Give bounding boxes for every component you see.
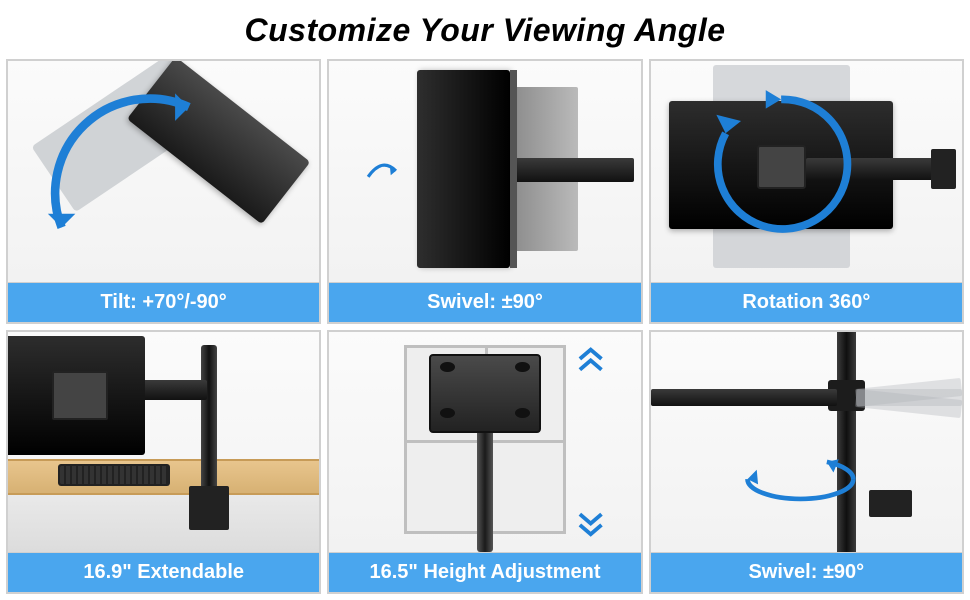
cell-tilt: Tilt: +70°/-90° [6, 59, 321, 324]
chevron-down-icon [572, 508, 609, 539]
caption-tilt: Tilt: +70°/-90° [8, 282, 319, 322]
height-illustration [329, 332, 640, 553]
swivel-bottom-illustration [651, 332, 962, 553]
extend-clamp [189, 486, 229, 530]
tilt-illustration [8, 61, 319, 282]
rotation-arm-cap [931, 149, 956, 189]
swivel-curve-arrow-icon [354, 149, 410, 189]
height-vesa-plate [429, 354, 541, 433]
caption-swivel-bottom: Swivel: ±90° [651, 552, 962, 592]
infographic: Customize Your Viewing Angle Tilt: +70°/… [0, 0, 970, 600]
caption-swivel-top: Swivel: ±90° [329, 282, 640, 322]
cell-extendable: 16.9" Extendable [6, 330, 321, 595]
chevron-up-icon [572, 345, 609, 376]
swivel-main-arm [651, 389, 838, 407]
caption-rotation: Rotation 360° [651, 282, 962, 322]
keyboard [58, 464, 170, 486]
tilt-arc-arrow-icon [27, 83, 220, 255]
swivel-monitor [417, 70, 510, 268]
swivel-pole [837, 332, 856, 553]
rotation-illustration [651, 61, 962, 282]
swivel-ghost-arm [856, 389, 962, 407]
desk-front [8, 495, 319, 552]
page-title: Customize Your Viewing Angle [0, 0, 970, 59]
extendable-illustration [8, 332, 319, 553]
caption-extendable: 16.9" Extendable [8, 552, 319, 592]
caption-height: 16.5" Height Adjustment [329, 552, 640, 592]
feature-grid: Tilt: +70°/-90° Swivel: ±90° [0, 59, 970, 600]
swivel-top-illustration [329, 61, 640, 282]
cell-swivel-top: Swivel: ±90° [327, 59, 642, 324]
extend-vesa-plate [52, 371, 108, 420]
swivel-arm [510, 158, 635, 182]
rotation-circle-arrow-icon [694, 87, 868, 241]
swivel-ellipse-arrow-icon [707, 446, 894, 512]
cell-rotation: Rotation 360° [649, 59, 964, 324]
cell-swivel-bottom: Swivel: ±90° [649, 330, 964, 595]
cell-height: 16.5" Height Adjustment [327, 330, 642, 595]
